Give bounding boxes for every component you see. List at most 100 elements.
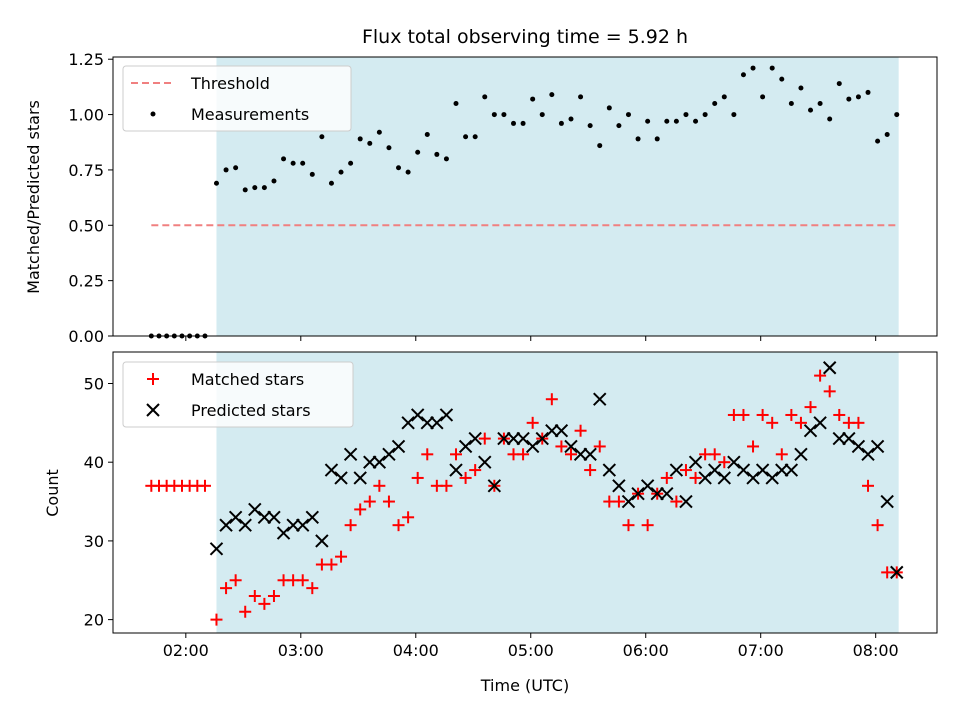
measurement-point bbox=[635, 136, 641, 142]
matched-star-point bbox=[450, 448, 463, 461]
predicted-star-point bbox=[621, 494, 636, 509]
predicted-star-point bbox=[650, 486, 664, 501]
predicted-star-point bbox=[410, 408, 425, 422]
y-tick-label: 40 bbox=[84, 453, 104, 472]
measurement-point bbox=[242, 187, 248, 193]
matched-star-point bbox=[708, 448, 721, 461]
predicted-star-point bbox=[315, 534, 329, 548]
predicted-star-point bbox=[468, 431, 482, 446]
measurement-point bbox=[482, 94, 488, 100]
matched-star-point bbox=[469, 464, 482, 477]
predicted-star-point bbox=[727, 455, 741, 469]
predicted-star-point bbox=[564, 439, 578, 454]
matched-star-point bbox=[198, 479, 211, 492]
matched-star-point bbox=[411, 471, 424, 484]
measurement-point bbox=[740, 72, 746, 78]
matched-star-point bbox=[555, 440, 568, 453]
measurement-point bbox=[616, 123, 622, 129]
predicted-star-point bbox=[506, 431, 521, 446]
predicted-star-point bbox=[382, 447, 396, 462]
measurement-point bbox=[683, 112, 689, 118]
matched-star-point bbox=[373, 479, 386, 492]
predicted-star-point bbox=[439, 408, 454, 422]
matched-star-point bbox=[756, 408, 769, 421]
matched-star-point bbox=[478, 432, 491, 445]
measurement-point bbox=[501, 112, 507, 118]
count-legend-box bbox=[122, 361, 354, 428]
measurement-point bbox=[712, 101, 718, 106]
measurement-point bbox=[396, 165, 402, 171]
matched-star-point bbox=[363, 495, 376, 508]
measurement-point bbox=[376, 129, 382, 135]
measurement-point bbox=[424, 132, 430, 137]
count-panel-frame bbox=[112, 351, 938, 634]
measurement-point bbox=[213, 180, 219, 186]
legend-predicted-label: Predicted stars bbox=[191, 401, 311, 420]
predicted-star-point bbox=[257, 510, 272, 525]
predicted-star-point bbox=[401, 416, 415, 430]
matched-star-point bbox=[823, 385, 836, 398]
legend-matched-label: Matched stars bbox=[191, 370, 304, 389]
measurement-point bbox=[731, 112, 737, 118]
matched-star-point bbox=[747, 440, 760, 453]
measurement-point bbox=[597, 143, 603, 149]
measurement-point bbox=[817, 101, 823, 106]
matched-star-point bbox=[775, 448, 788, 461]
measurement-point bbox=[463, 134, 469, 140]
predicted-star-point bbox=[267, 510, 281, 525]
matched-star-point bbox=[852, 416, 865, 429]
count-legend: Matched stars Predicted stars bbox=[122, 361, 354, 428]
predicted-star-point bbox=[803, 424, 818, 438]
x-axis-label: Time (UTC) bbox=[480, 676, 569, 695]
chart-title: Flux total observing time = 5.92 h bbox=[362, 26, 688, 48]
predicted-star-point bbox=[698, 471, 712, 485]
measurement-point bbox=[664, 118, 670, 124]
predicted-star-point bbox=[391, 439, 406, 454]
measurement-point bbox=[654, 136, 660, 142]
measurement-point bbox=[769, 65, 775, 71]
matched-star-point bbox=[545, 393, 558, 406]
measurement-point bbox=[472, 134, 478, 140]
predicted-star-point bbox=[478, 455, 492, 469]
matched-star-point bbox=[833, 408, 846, 421]
predicted-star-point bbox=[679, 494, 693, 509]
x-tick-label: 07:00 bbox=[738, 641, 784, 660]
measurement-point bbox=[530, 96, 536, 102]
legend-measurement-swatch bbox=[150, 111, 156, 117]
measurement-point bbox=[357, 136, 363, 142]
measurement-point bbox=[520, 120, 526, 126]
matched-star-point bbox=[622, 519, 635, 532]
matched-star-point bbox=[306, 582, 319, 595]
predicted-star-point bbox=[363, 455, 377, 469]
predicted-star-point bbox=[631, 486, 645, 501]
measurement-point bbox=[405, 169, 411, 175]
predicted-star-point bbox=[573, 447, 588, 462]
y-tick-label: 0.25 bbox=[68, 272, 104, 291]
matched-star-point bbox=[267, 590, 280, 603]
x-tick-label: 03:00 bbox=[278, 641, 324, 660]
measurement-point bbox=[673, 118, 679, 124]
predicted-star-point bbox=[238, 518, 252, 532]
measurement-point bbox=[894, 112, 900, 118]
predicted-star-point bbox=[219, 518, 233, 532]
predicted-star-point bbox=[784, 463, 799, 477]
predicted-star-point bbox=[372, 455, 387, 469]
matched-star-point bbox=[459, 471, 472, 484]
matched-star-point bbox=[344, 519, 357, 532]
measurement-point bbox=[855, 94, 861, 100]
legend-threshold-label: Threshold bbox=[190, 74, 270, 93]
matched-star-point bbox=[766, 416, 779, 429]
predicted-star-point bbox=[420, 416, 434, 430]
matched-star-point bbox=[248, 590, 261, 603]
measurement-point bbox=[568, 116, 574, 122]
predicted-star-point bbox=[746, 471, 760, 485]
matched-star-point bbox=[296, 574, 309, 587]
matched-star-point bbox=[421, 448, 434, 461]
predicted-star-point bbox=[736, 463, 751, 477]
ratio-y-axis-label: Matched/Predicted stars bbox=[24, 100, 43, 294]
x-tick-label: 05:00 bbox=[508, 641, 554, 660]
measurement-point bbox=[511, 120, 517, 126]
predicted-star-point bbox=[583, 447, 597, 462]
measurement-point bbox=[252, 185, 258, 191]
